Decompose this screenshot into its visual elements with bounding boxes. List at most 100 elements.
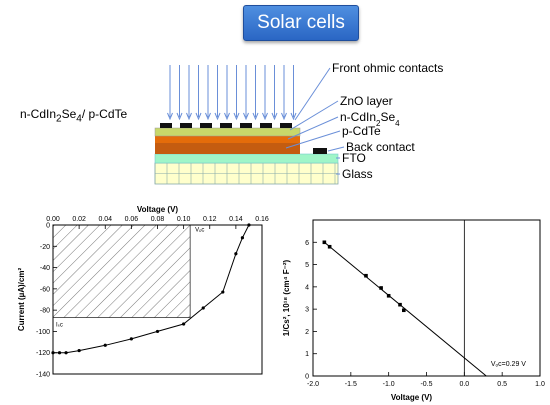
voc-annotation: Vₒc xyxy=(195,227,204,233)
x-tick-label: 0.02 xyxy=(72,216,86,223)
x-tick-label: 0.0 xyxy=(459,381,469,388)
callout-line xyxy=(287,116,339,140)
iv-point xyxy=(201,306,205,310)
front-contact xyxy=(280,123,292,128)
y-tick-label: -120 xyxy=(36,350,50,357)
layer-label: Back contact xyxy=(346,140,415,154)
sunlight-arrowhead xyxy=(233,112,240,121)
sunlight-arrowhead xyxy=(262,112,268,121)
y-tick-label: 5 xyxy=(305,262,309,269)
zno-layer xyxy=(154,127,301,137)
sunlight-arrowhead xyxy=(176,112,183,121)
sunlight-arrowhead xyxy=(271,112,278,121)
iv-point xyxy=(51,351,55,355)
sunlight-arrowhead xyxy=(224,112,230,121)
cv-point xyxy=(364,273,368,278)
iv-point xyxy=(240,236,245,240)
y-axis-label: 1/Cs², 10¹⁸ (cm⁴ F⁻²) xyxy=(282,259,291,336)
iv-point xyxy=(182,322,186,326)
front-contact xyxy=(160,123,172,128)
cell-structure-diagram: Front ohmic contacts ZnO layer n-CdIn2Se4p… xyxy=(154,61,443,185)
y-tick-label: 4 xyxy=(305,284,309,291)
cv-point xyxy=(386,293,391,298)
structure-label: n-CdIn2Se4/ p-CdTe xyxy=(20,107,128,125)
iv-point xyxy=(234,252,238,256)
fto-layer xyxy=(154,153,339,164)
y-tick-label: 0 xyxy=(46,223,50,230)
iv-point xyxy=(64,351,68,355)
iv-point xyxy=(221,290,225,294)
iv-point xyxy=(129,337,133,341)
layer-label: Glass xyxy=(342,167,373,181)
sunlight-arrowhead xyxy=(195,112,202,121)
x-axis-label: Voltage (V) xyxy=(137,205,179,214)
layer-label: FTO xyxy=(342,151,366,165)
y-tick-label: -80 xyxy=(40,308,50,315)
cv-point xyxy=(322,240,327,245)
cdinse-layer xyxy=(155,136,300,143)
sunlight-arrowhead xyxy=(205,112,211,121)
max-power-rectangle xyxy=(52,224,191,318)
cv-point xyxy=(402,308,406,313)
layer-callouts: Front ohmic contacts ZnO layer n-CdIn2Se4p… xyxy=(285,61,443,181)
sunlight-arrowhead xyxy=(281,112,287,121)
x-tick-label: 0.16 xyxy=(255,216,269,223)
y-tick-label: -140 xyxy=(36,372,50,379)
mott-schottky-chart: -2.0 -1.5 -1.0 -0.5 0.0 0.5 1.0 0 1 2 3 4 5 6 Voltage … xyxy=(282,219,545,402)
sunlight-arrowhead xyxy=(214,112,221,121)
iv-point xyxy=(57,351,62,355)
callout-line xyxy=(327,146,345,152)
y-tick-label: 1 xyxy=(305,351,309,358)
iv-chart: 0.00 0.02 0.04 0.06 0.08 0.10 0.12 0.14 0.16 0 -20… xyxy=(17,205,269,379)
back-contact xyxy=(313,148,327,154)
layer-label: n-CdIn2Se4 xyxy=(340,110,400,128)
layer-label: Front ohmic contacts xyxy=(332,61,443,75)
sunlight-arrowhead xyxy=(243,112,249,121)
x-tick-label: 0.5 xyxy=(497,381,507,388)
front-contact xyxy=(240,123,252,128)
x-tick-label: -2.0 xyxy=(307,381,319,388)
layer-stack xyxy=(154,123,339,185)
y-tick-label: -100 xyxy=(36,329,50,336)
page-title: Solar cells xyxy=(257,12,345,33)
iv-point xyxy=(155,329,160,334)
callout-line xyxy=(289,100,339,131)
voc-annotation: Vₒc=0.29 V xyxy=(491,361,526,368)
y-axis-label: Current (µA)/cm² xyxy=(17,268,26,332)
x-tick-label: 1.0 xyxy=(535,381,545,388)
front-contact xyxy=(260,123,272,128)
front-contact xyxy=(180,123,192,128)
y-tick-label: 6 xyxy=(305,240,309,247)
y-tick-label: -60 xyxy=(40,286,50,293)
x-tick-label: -1.5 xyxy=(345,381,357,388)
x-tick-label: 0.14 xyxy=(229,216,243,223)
sunlight-arrowhead xyxy=(167,112,173,121)
x-tick-label: 0.04 xyxy=(98,216,112,223)
isc-annotation: Iₛc xyxy=(56,323,63,329)
cv-point xyxy=(398,302,402,307)
y-tick-label: 3 xyxy=(305,307,309,314)
plot-frame xyxy=(312,219,541,377)
sunlight-arrowhead xyxy=(186,112,192,121)
x-tick-label: -0.5 xyxy=(420,381,432,388)
sunlight-arrowhead xyxy=(252,112,259,121)
iv-point xyxy=(247,223,251,227)
layer-label: p-CdTe xyxy=(342,124,381,138)
x-tick-label: 0.10 xyxy=(177,216,191,223)
x-tick-label: 0.12 xyxy=(203,216,217,223)
layer-label: ZnO layer xyxy=(340,94,393,108)
cv-point xyxy=(379,286,383,290)
callout-line xyxy=(294,67,331,121)
front-contact xyxy=(220,123,232,128)
front-contact xyxy=(200,123,212,128)
x-tick-label: 0.06 xyxy=(125,216,139,223)
iv-point xyxy=(103,343,107,347)
sunlight-arrows xyxy=(167,65,297,121)
y-tick-label: -40 xyxy=(40,265,50,272)
y-tick-label: -20 xyxy=(40,244,50,251)
x-axis-label: Voltage (V) xyxy=(391,393,433,402)
sunlight-arrowhead xyxy=(290,112,297,121)
cv-point xyxy=(327,244,332,249)
x-tick-label: 0.08 xyxy=(151,216,165,223)
y-tick-label: 2 xyxy=(305,329,309,336)
